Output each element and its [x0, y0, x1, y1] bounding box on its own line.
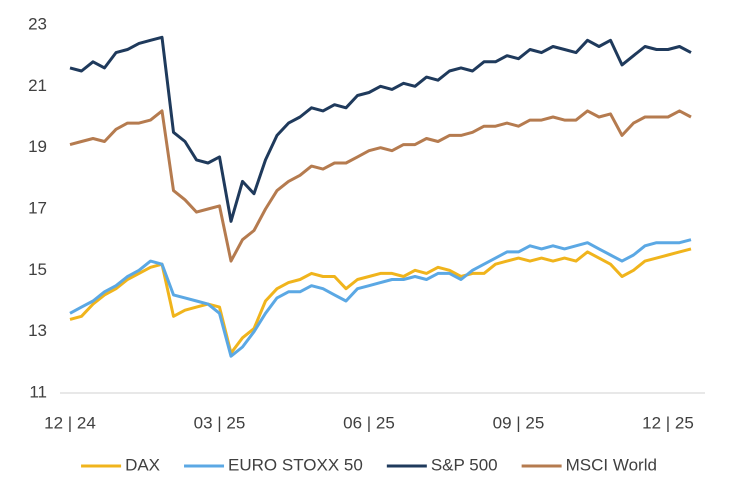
y-tick-label: 21	[28, 76, 47, 95]
legend-label: EURO STOXX 50	[228, 455, 363, 474]
legend-label: DAX	[125, 455, 160, 474]
y-tick-label: 17	[28, 198, 47, 217]
legend-label: S&P 500	[431, 455, 498, 474]
legend-label: MSCI World	[566, 455, 657, 474]
x-tick-label: 03 | 25	[194, 413, 246, 432]
x-tick-label: 12 | 24	[44, 413, 96, 432]
x-tick-label: 06 | 25	[343, 413, 395, 432]
x-tick-label: 12 | 25	[642, 413, 694, 432]
series-line	[69, 109, 692, 263]
y-tick-label: 13	[28, 321, 47, 340]
y-tick-label: 23	[28, 14, 47, 33]
y-tick-label: 15	[28, 260, 47, 279]
x-tick-label: 09 | 25	[493, 413, 545, 432]
series-line	[69, 35, 692, 223]
y-tick-label: 11	[29, 382, 47, 401]
y-tick-label: 19	[28, 137, 47, 156]
series-line	[69, 238, 692, 358]
series-line	[69, 247, 692, 355]
